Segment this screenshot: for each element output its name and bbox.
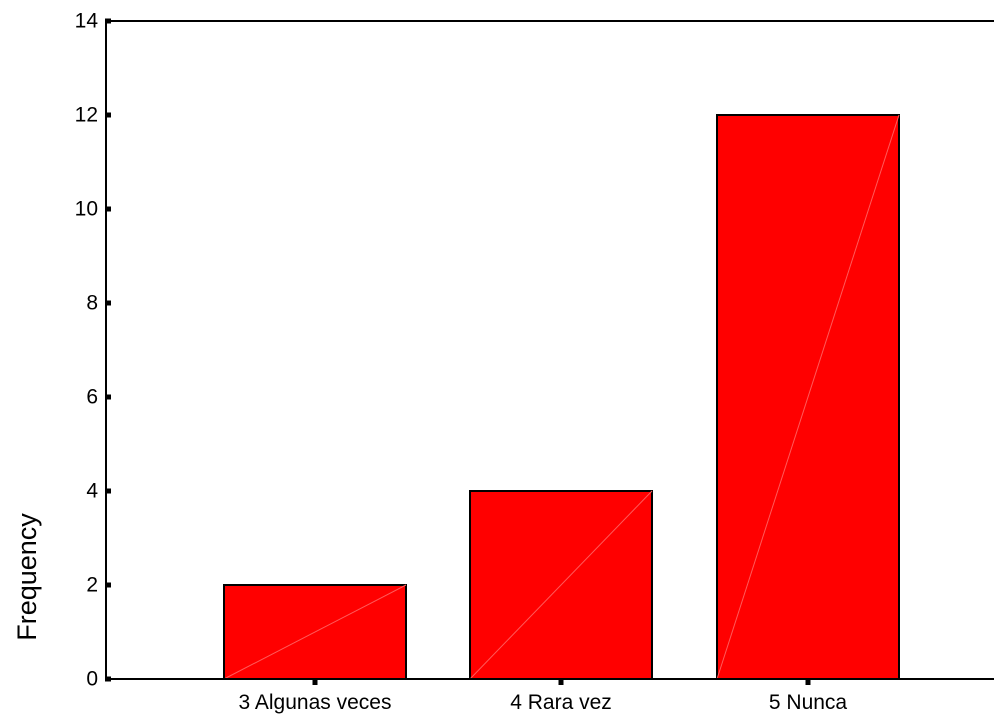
x-ticks: 3 Algunas veces 4 Rara vez 5 Nunca <box>239 678 848 714</box>
x-category-label: 3 Algunas veces <box>239 691 392 714</box>
y-tick-label: 12 <box>75 104 98 127</box>
y-tick-label: 2 <box>86 574 98 597</box>
y-tick-label: 8 <box>86 292 98 315</box>
y-axis-title: Frequency <box>12 513 42 641</box>
y-tick-label: 10 <box>75 198 98 221</box>
y-tick-label: 6 <box>86 386 98 409</box>
y-tick-label: 4 <box>86 480 98 503</box>
y-tick-label: 0 <box>86 668 98 691</box>
bar-3-shading-line <box>716 114 900 680</box>
axes-layer <box>105 20 994 680</box>
bars-layer <box>223 114 900 680</box>
bar-1-shading-line <box>223 584 407 680</box>
x-category-label: 5 Nunca <box>769 691 848 714</box>
y-ticks: 0 2 4 6 8 10 12 14 <box>75 10 111 691</box>
x-category-label: 4 Rara vez <box>510 691 612 714</box>
bar-2-shading-line <box>469 490 653 680</box>
y-tick-label: 14 <box>75 10 99 33</box>
